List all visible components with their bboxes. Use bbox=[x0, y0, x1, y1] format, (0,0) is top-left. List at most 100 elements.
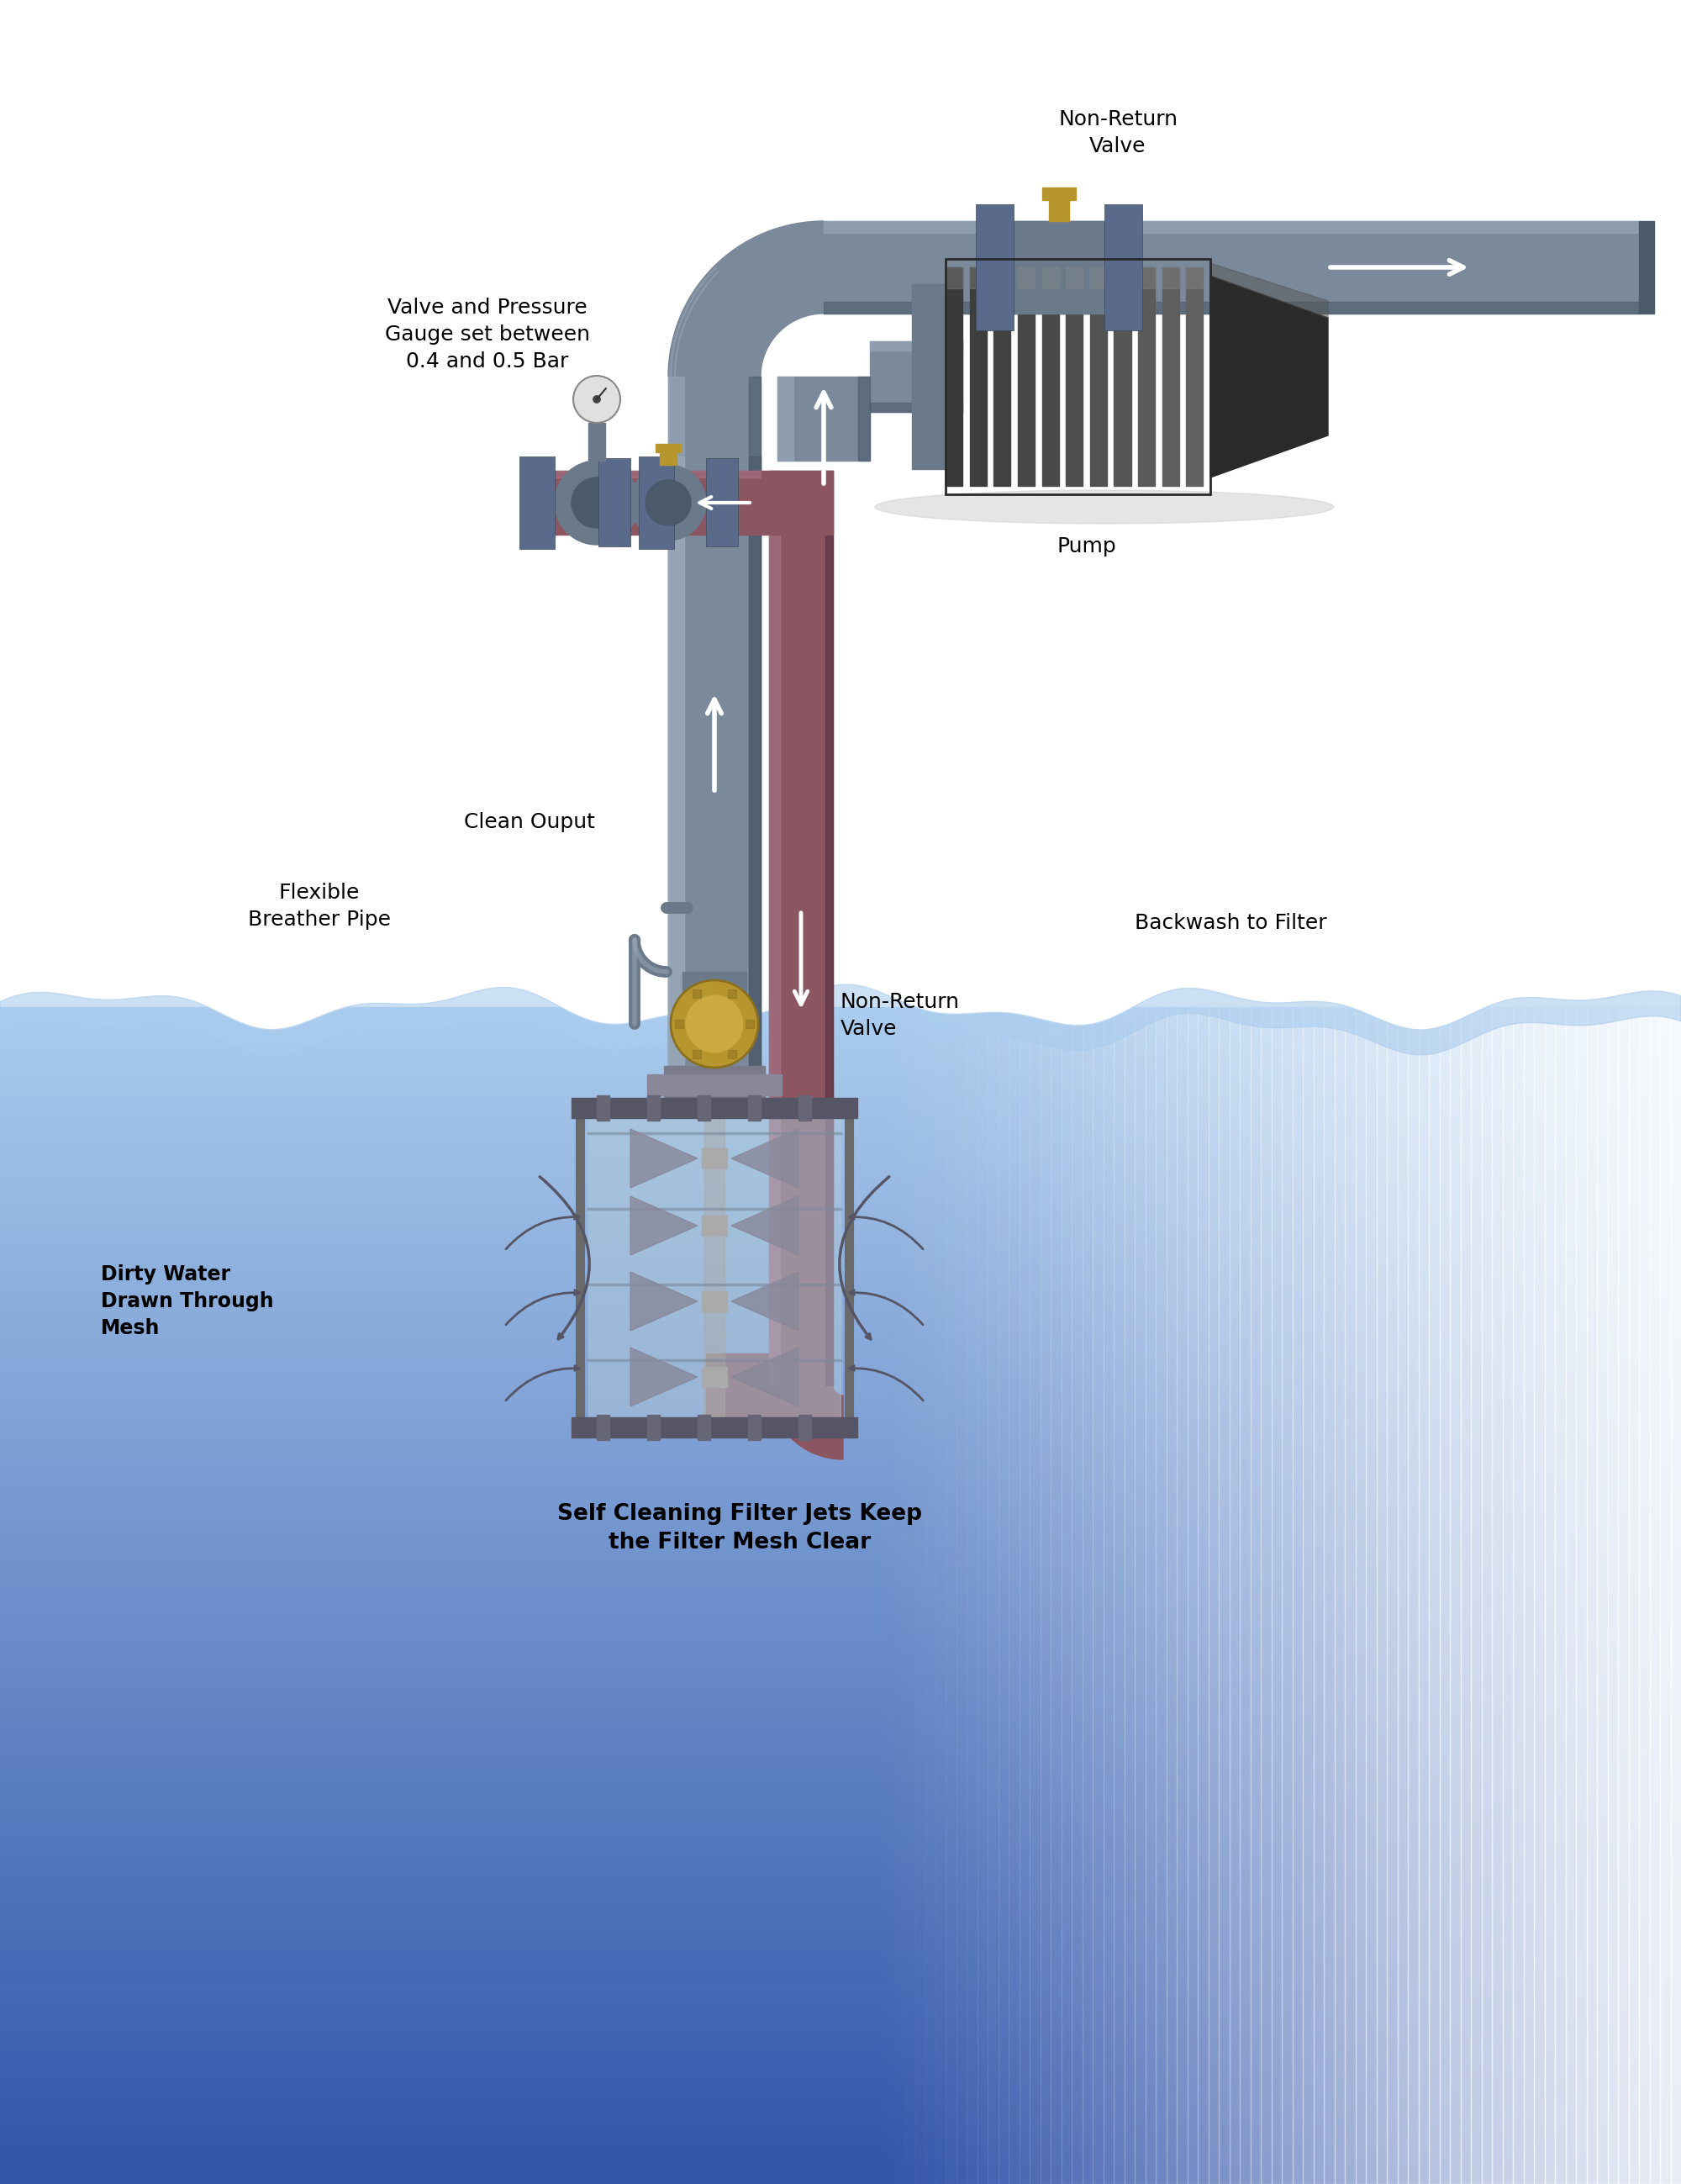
Bar bbox=[0, 1420, 1681, 1428]
Bar bbox=[703, 1216, 728, 1236]
Bar bbox=[0, 1018, 1681, 1026]
Bar bbox=[999, 1007, 1019, 2184]
Bar bbox=[0, 1732, 1681, 1743]
Bar bbox=[1419, 1007, 1439, 2184]
Bar bbox=[1187, 266, 1204, 485]
Bar bbox=[1587, 1007, 1607, 2184]
Bar bbox=[682, 972, 746, 1022]
Bar bbox=[0, 1400, 1681, 1409]
Bar bbox=[669, 376, 684, 1116]
Text: Non-Return
Valve: Non-Return Valve bbox=[840, 992, 960, 1040]
Bar bbox=[519, 456, 555, 548]
Bar bbox=[0, 1762, 1681, 1771]
Bar bbox=[0, 1712, 1681, 1723]
Bar bbox=[760, 472, 834, 535]
Bar bbox=[977, 205, 1014, 330]
Polygon shape bbox=[1210, 262, 1328, 317]
Bar bbox=[946, 266, 963, 288]
Bar bbox=[825, 472, 834, 1385]
Bar bbox=[1042, 188, 1076, 201]
Bar bbox=[0, 1291, 1681, 1302]
Circle shape bbox=[555, 461, 639, 544]
Bar bbox=[0, 1791, 1681, 1802]
Bar bbox=[1313, 1007, 1335, 2184]
Bar bbox=[1061, 1007, 1083, 2184]
Bar bbox=[0, 1007, 1681, 1018]
Bar bbox=[0, 2136, 1681, 2145]
Bar bbox=[1125, 1007, 1145, 2184]
Bar bbox=[1387, 1007, 1409, 2184]
Bar bbox=[0, 1232, 1681, 1243]
Bar bbox=[0, 1920, 1681, 1928]
Bar bbox=[0, 1566, 1681, 1577]
Bar bbox=[798, 1415, 810, 1439]
Bar bbox=[0, 1664, 1681, 1673]
Bar bbox=[0, 1673, 1681, 1684]
Bar bbox=[1335, 1007, 1355, 2184]
Text: Flexible
Breather Pipe: Flexible Breather Pipe bbox=[249, 882, 390, 930]
Bar bbox=[1135, 1007, 1157, 2184]
Bar bbox=[1162, 266, 1178, 485]
Bar bbox=[0, 1057, 1681, 1066]
Bar bbox=[0, 1880, 1681, 1889]
Bar bbox=[798, 1096, 810, 1120]
Bar bbox=[1093, 1007, 1113, 2184]
Circle shape bbox=[593, 395, 600, 402]
Bar bbox=[0, 2097, 1681, 2105]
Bar bbox=[1523, 1007, 1545, 2184]
Polygon shape bbox=[630, 1197, 698, 1256]
Bar bbox=[1271, 1007, 1293, 2184]
Bar bbox=[872, 1007, 893, 2184]
Bar bbox=[1167, 1007, 1187, 2184]
Bar bbox=[0, 1518, 1681, 1527]
Bar bbox=[1066, 266, 1083, 485]
Bar bbox=[0, 1203, 1681, 1212]
Bar bbox=[0, 1605, 1681, 1616]
Bar bbox=[1661, 1007, 1681, 2184]
Bar bbox=[770, 472, 780, 1385]
Bar bbox=[0, 1939, 1681, 1948]
Bar bbox=[1607, 1007, 1629, 2184]
Bar bbox=[1017, 266, 1034, 288]
Bar bbox=[1041, 1007, 1061, 2184]
Bar bbox=[0, 1782, 1681, 1791]
Bar bbox=[0, 2156, 1681, 2164]
Bar bbox=[861, 1007, 883, 2184]
Bar bbox=[956, 1007, 977, 2184]
Polygon shape bbox=[731, 1348, 798, 1406]
Polygon shape bbox=[731, 1271, 798, 1330]
Bar bbox=[745, 1020, 753, 1029]
Bar bbox=[0, 1243, 1681, 1251]
Text: Valve and Pressure
Gauge set between
0.4 and 0.5 Bar: Valve and Pressure Gauge set between 0.4… bbox=[385, 297, 590, 371]
Bar bbox=[0, 2116, 1681, 2125]
Bar bbox=[871, 404, 963, 413]
Bar bbox=[0, 1105, 1681, 1116]
Bar bbox=[0, 1655, 1681, 1664]
Bar bbox=[0, 1771, 1681, 1782]
Bar bbox=[1066, 266, 1083, 288]
Bar bbox=[0, 1928, 1681, 1939]
Circle shape bbox=[630, 465, 706, 539]
Bar bbox=[1303, 1007, 1325, 2184]
Bar bbox=[669, 456, 684, 1092]
Bar bbox=[0, 1321, 1681, 1330]
Bar bbox=[1138, 266, 1155, 288]
Bar bbox=[0, 1153, 1681, 1164]
Bar bbox=[1187, 266, 1204, 288]
Bar bbox=[770, 472, 834, 1385]
Polygon shape bbox=[1210, 275, 1328, 478]
Bar bbox=[0, 1909, 1681, 1920]
Bar bbox=[1229, 1007, 1251, 2184]
Bar bbox=[0, 1821, 1681, 1830]
Bar bbox=[0, 1096, 1681, 1105]
Bar bbox=[1355, 1007, 1377, 2184]
Bar bbox=[1019, 1007, 1041, 2184]
Bar bbox=[1009, 1007, 1029, 2184]
Bar bbox=[1545, 1007, 1565, 2184]
Bar bbox=[1365, 1007, 1387, 2184]
Bar bbox=[824, 221, 1639, 234]
Bar bbox=[580, 1107, 849, 1428]
Bar bbox=[0, 1645, 1681, 1655]
Bar bbox=[0, 1752, 1681, 1762]
Bar bbox=[1042, 266, 1059, 485]
